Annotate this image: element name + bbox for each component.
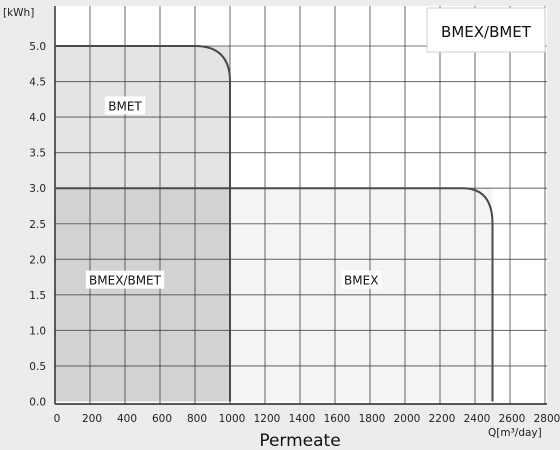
x-tick-label-7: 1400 xyxy=(289,413,316,425)
chart-title-box xyxy=(426,7,546,53)
y-tick-label-0: 0.0 xyxy=(29,397,46,409)
y-tick-label-4: 2.0 xyxy=(29,254,46,266)
y-tick-label-1: 0.5 xyxy=(29,361,46,373)
y-tick-label-6: 3.0 xyxy=(29,183,46,195)
chart-title: BMEX/BMET xyxy=(441,23,532,41)
y-tick-label-7: 3.5 xyxy=(29,148,46,160)
y-tick-label-10: 5.0 xyxy=(29,41,46,53)
y-tick-label-8: 4.0 xyxy=(29,112,46,124)
x-axis-unit: Q[m³/day] xyxy=(488,427,542,439)
y-tick-label-9: 4.5 xyxy=(29,77,46,89)
x-tick-label-3: 600 xyxy=(152,413,172,425)
region-label-bg-1 xyxy=(85,270,165,289)
x-tick-label-11: 2200 xyxy=(429,413,456,425)
region-label-2: BMEX xyxy=(344,274,378,288)
x-tick-label-4: 800 xyxy=(187,413,207,425)
y-axis-unit: [kWh] xyxy=(3,7,34,19)
x-tick-label-13: 2600 xyxy=(499,413,526,425)
x-tick-label-10: 2000 xyxy=(394,413,421,425)
region-label-bg-2 xyxy=(341,270,382,289)
x-tick-label-12: 2400 xyxy=(464,413,491,425)
series-line-0 xyxy=(55,45,231,402)
x-tick-label-1: 200 xyxy=(82,413,102,425)
x-tick-label-8: 1600 xyxy=(324,413,351,425)
series-line-1 xyxy=(55,187,494,402)
x-axis-title: Permeate xyxy=(259,431,340,450)
x-tick-label-2: 400 xyxy=(117,413,137,425)
x-tick-label-14: 2800 xyxy=(534,413,560,425)
x-tick-label-9: 1800 xyxy=(359,413,386,425)
region-label-1: BMEX/BMET xyxy=(89,274,162,288)
x-tick-label-5: 1000 xyxy=(219,413,246,425)
y-tick-label-2: 1.0 xyxy=(29,325,46,337)
x-tick-label-0: 0 xyxy=(54,413,61,425)
y-tick-label-3: 1.5 xyxy=(29,290,46,302)
y-tick-label-5: 2.5 xyxy=(29,219,46,231)
region-label-0: BMET xyxy=(108,99,142,113)
region-label-bg-0 xyxy=(104,96,146,115)
x-tick-label-6: 1200 xyxy=(254,413,281,425)
